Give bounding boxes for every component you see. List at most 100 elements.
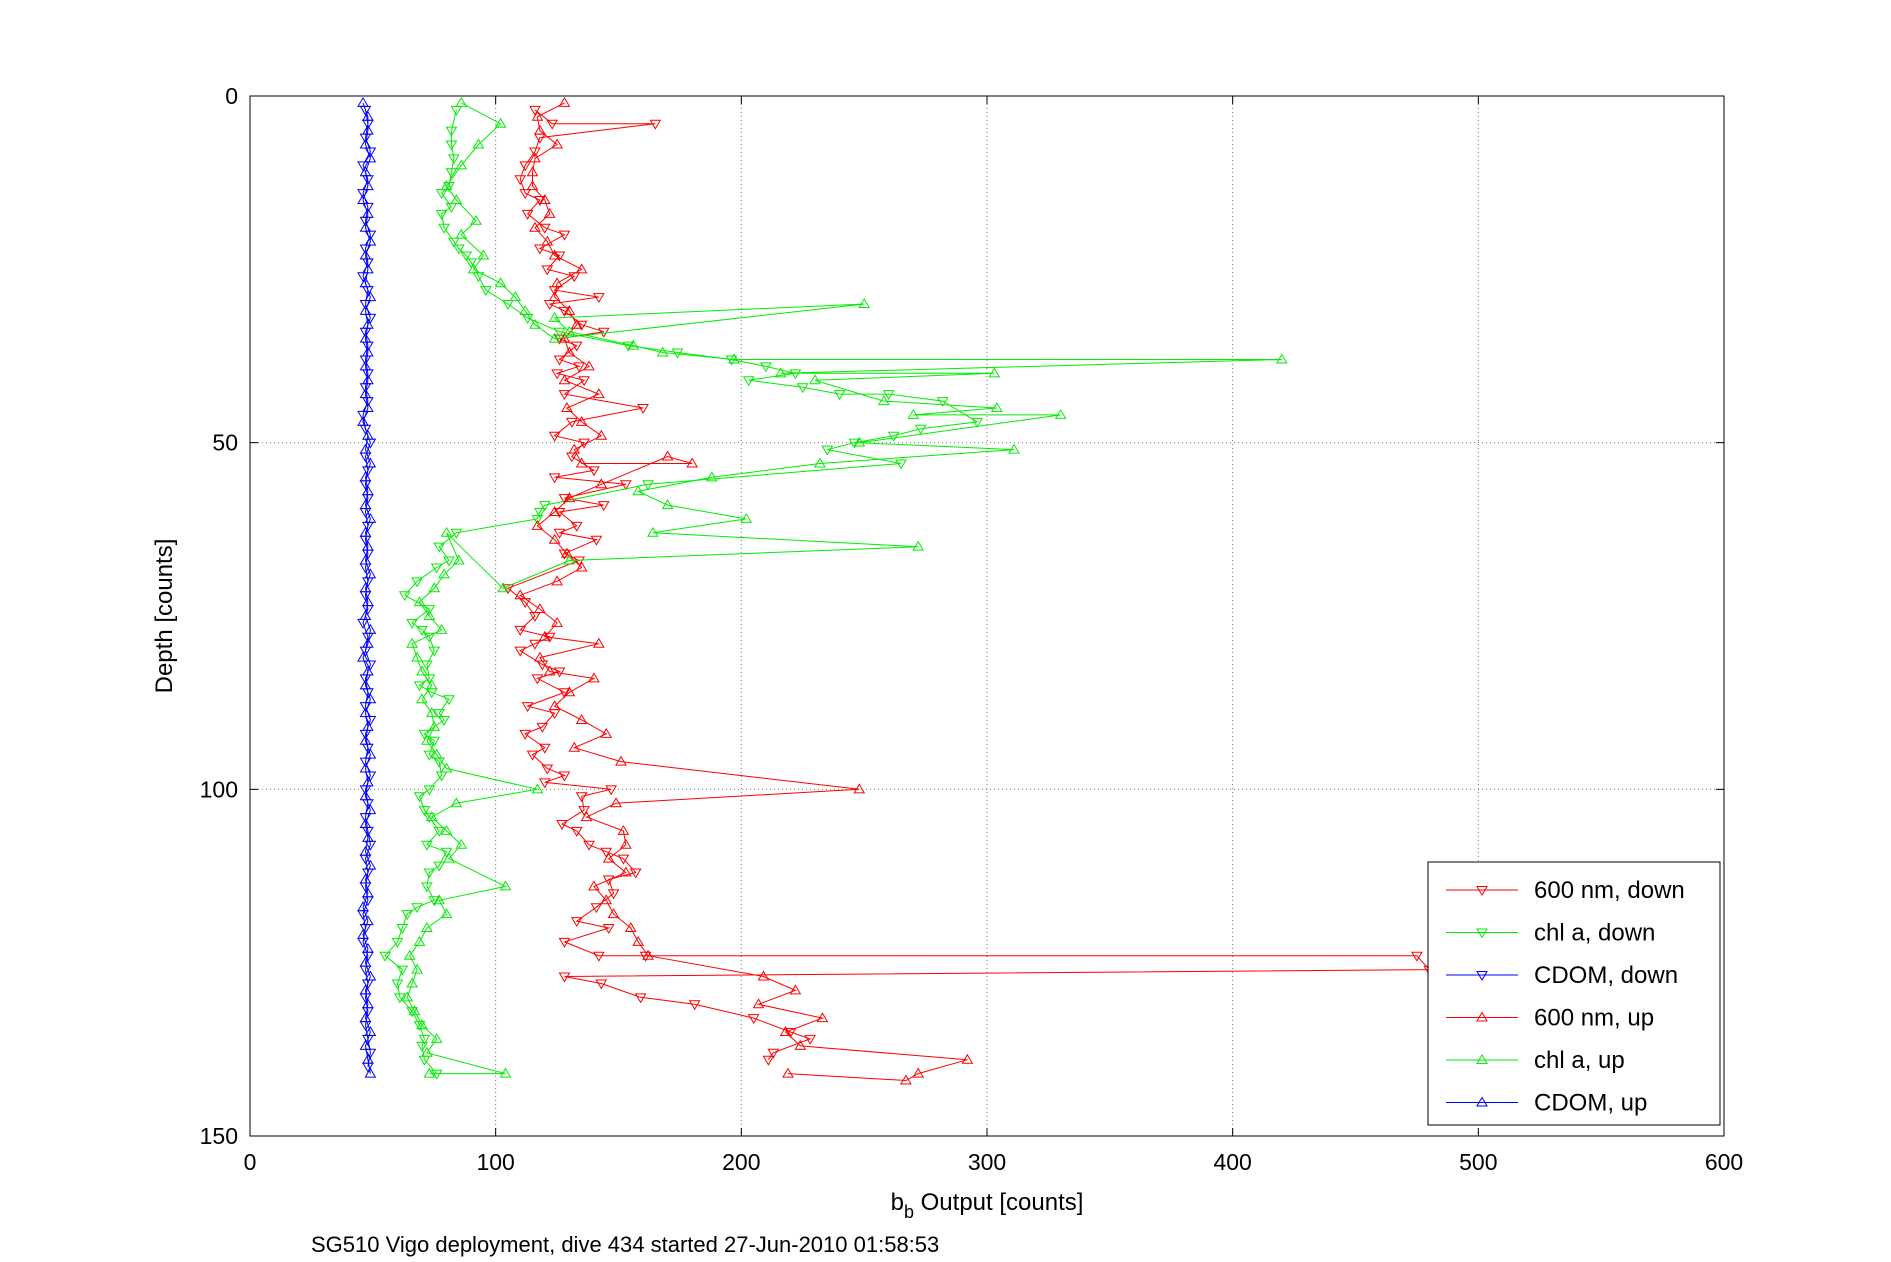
data-point-600-nm-down (575, 320, 588, 331)
x-tick-label: 300 (968, 1149, 1006, 1175)
legend-label-600-nm-up: 600 nm, up (1534, 1005, 1654, 1032)
data-point-cdom-up (357, 415, 369, 426)
legend-marker-chl-a-down (1476, 928, 1488, 939)
data-point-600-nm-down (578, 806, 590, 817)
data-point-cdom-up (364, 859, 377, 870)
data-point-cdom-up (359, 790, 372, 801)
data-point-600-nm-up (543, 207, 556, 218)
data-point-chl-a-down (411, 577, 423, 588)
data-point-cdom-up (359, 679, 372, 690)
data-point-chl-a-up (470, 214, 482, 225)
data-point-600-nm-down (558, 972, 571, 983)
data-point-chl-a-down (423, 605, 436, 616)
data-point-600-nm-down (595, 979, 608, 990)
data-point-600-nm-down (590, 903, 603, 914)
data-point-600-nm-down (519, 729, 532, 740)
data-point-chl-a-up (531, 783, 544, 794)
data-point-600-nm-up (548, 700, 561, 711)
data-point-chl-a-up (440, 526, 453, 537)
data-point-cdom-up (359, 499, 372, 510)
data-point-chl-a-down (433, 709, 446, 720)
data-point-600-nm-down (767, 1048, 780, 1059)
data-point-chl-a-down (428, 736, 441, 747)
data-point-chl-a-up (413, 935, 426, 946)
data-point-cdom-up (359, 277, 372, 288)
data-point-cdom-up (359, 443, 372, 454)
data-point-cdom-up (364, 804, 377, 815)
data-point-600-nm-up (600, 727, 613, 738)
data-point-600-nm-up (529, 152, 541, 163)
data-point-600-nm-down (541, 764, 554, 775)
data-point-chl-a-up (656, 346, 669, 357)
data-point-chl-a-down (936, 397, 949, 408)
data-point-cdom-up (359, 332, 372, 343)
data-point-cdom-up (357, 651, 369, 662)
data-point-chl-a-down (428, 896, 441, 907)
data-point-chl-a-up (455, 228, 468, 239)
data-point-chl-a-up (416, 1019, 428, 1030)
data-point-chl-a-down (430, 1069, 443, 1080)
data-point-600-nm-up (538, 630, 551, 641)
x-axis-label-rest: Output [counts] (914, 1189, 1083, 1216)
data-point-600-nm-down (568, 272, 581, 283)
data-point-cdom-up (359, 984, 372, 995)
data-point-600-nm-up (575, 457, 588, 468)
data-point-cdom-up (364, 235, 377, 246)
data-point-cdom-up (359, 304, 372, 315)
x-axis-label: bb Output [counts] (891, 1189, 1084, 1222)
data-point-600-nm-up (561, 402, 573, 412)
y-tick-label: 0 (225, 83, 238, 109)
data-point-600-nm-down (536, 722, 549, 733)
data-point-chl-a-up (413, 596, 426, 607)
y-tick-label: 100 (200, 776, 238, 802)
data-point-cdom-up (364, 623, 377, 634)
data-point-chl-a-up (990, 402, 1003, 412)
data-point-600-nm-down (784, 1028, 797, 1038)
data-point-600-nm-down (605, 785, 618, 796)
data-point-chl-a-down (413, 792, 426, 803)
data-point-chl-a-down (445, 168, 458, 179)
data-point-chl-a-down (416, 1041, 428, 1052)
data-point-chl-a-down (502, 300, 514, 310)
data-point-cdom-up (364, 152, 377, 163)
data-point-cdom-up (362, 124, 374, 135)
data-point-600-nm-down (570, 341, 583, 352)
data-point-600-nm-up (816, 1012, 829, 1023)
data-point-600-nm-down (553, 528, 566, 539)
data-point-600-nm-down (583, 840, 595, 851)
data-point-600-nm-down (558, 230, 571, 241)
data-point-chl-a-down (379, 951, 391, 962)
data-point-600-nm-up (642, 949, 654, 960)
data-point-600-nm-up (563, 686, 576, 697)
data-point-chl-a-down (391, 937, 404, 948)
data-point-chl-a-up (563, 554, 576, 565)
data-point-600-nm-up (548, 533, 561, 544)
data-point-600-nm-up (588, 672, 600, 683)
data-point-600-nm-down (637, 404, 649, 414)
data-point-chl-a-up (428, 582, 441, 593)
data-point-chl-a-up (548, 332, 561, 343)
data-point-cdom-up (359, 554, 372, 565)
data-point-chl-a-up (907, 408, 920, 419)
data-point-600-nm-down (634, 993, 647, 1004)
data-point-chl-a-down (413, 1021, 426, 1032)
data-point-chl-a-up (452, 554, 465, 565)
data-point-chl-a-down (418, 806, 431, 817)
data-point-chl-a-up (632, 485, 645, 496)
data-point-chl-a-down (789, 369, 802, 380)
legend-marker-chl-a-up (1476, 1054, 1488, 1064)
data-point-cdom-up (359, 138, 372, 149)
data-point-chl-a-up (421, 1046, 433, 1057)
data-point-cdom-up (357, 96, 369, 107)
data-point-600-nm-up (563, 346, 576, 357)
data-point-cdom-up (359, 221, 372, 232)
data-point-cdom-up (362, 942, 374, 953)
data-point-600-nm-down (551, 369, 563, 380)
data-point-600-nm-down (588, 466, 600, 477)
data-point-cdom-up (362, 887, 374, 898)
data-point-chl-a-down (396, 924, 409, 934)
data-point-600-nm-down (521, 702, 534, 713)
data-point-cdom-up (359, 1039, 372, 1050)
legend-marker-cdom-up (1476, 1096, 1488, 1107)
data-point-cdom-up (357, 928, 369, 939)
